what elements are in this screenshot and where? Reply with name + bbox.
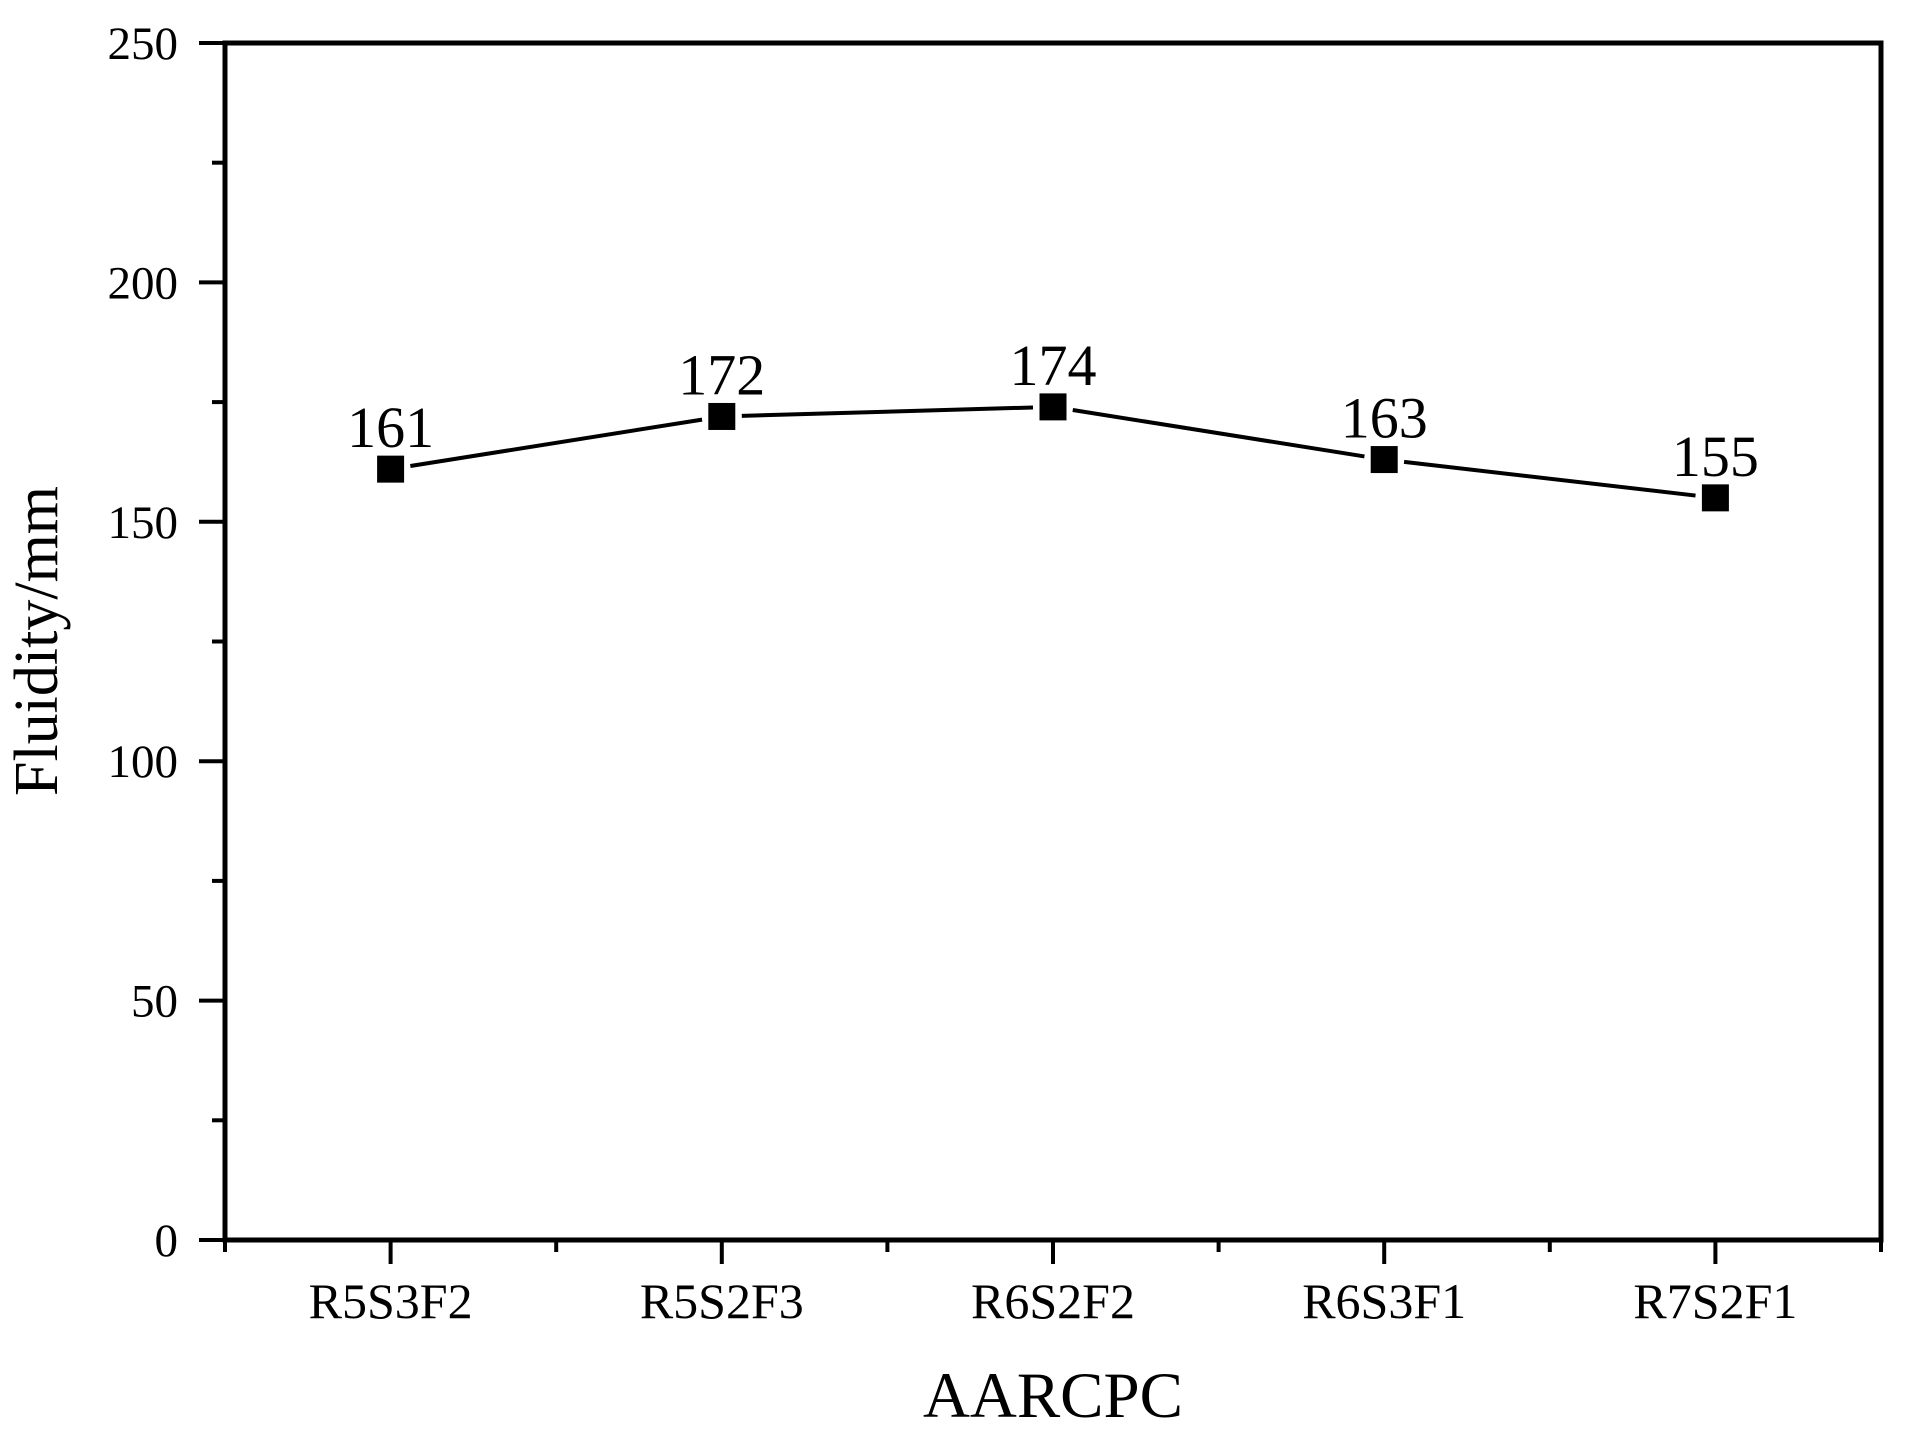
x-axis-title: AARCPC xyxy=(923,1360,1183,1432)
data-point-label: 172 xyxy=(678,342,765,407)
y-axis-ticks xyxy=(199,41,225,1242)
data-point-marker xyxy=(708,402,736,430)
data-series-markers xyxy=(377,393,1729,512)
series-line-segment xyxy=(741,405,1034,418)
data-point-label: 174 xyxy=(1010,333,1097,398)
y-tick-label: 150 xyxy=(108,497,179,549)
data-point-label: 163 xyxy=(1341,386,1428,451)
data-series-line xyxy=(410,405,1696,498)
y-tick-label: 0 xyxy=(155,1215,179,1267)
data-point-marker xyxy=(377,455,405,483)
x-category-label: R5S3F2 xyxy=(309,1273,473,1329)
data-point-marker xyxy=(1701,484,1729,512)
data-point-label: 155 xyxy=(1672,424,1759,489)
x-category-label: R5S2F3 xyxy=(640,1273,804,1329)
y-axis-tick-labels: 0 50 100 150 200 250 xyxy=(108,18,179,1267)
x-category-label: R6S2F2 xyxy=(971,1273,1135,1329)
x-category-label: R7S2F1 xyxy=(1633,1273,1797,1329)
data-point-labels: 161 172 174 163 155 xyxy=(347,333,1759,489)
x-axis-ticks xyxy=(223,1240,1883,1264)
y-tick-label: 250 xyxy=(108,18,179,70)
data-point-label: 161 xyxy=(347,395,434,460)
series-line-segment xyxy=(1072,408,1365,459)
y-axis-title: Fluidity/mm xyxy=(3,486,71,796)
x-axis-category-labels: R5S3F2 R5S2F3 R6S2F2 R6S3F1 R7S2F1 xyxy=(309,1273,1798,1329)
series-line-segment xyxy=(410,417,703,468)
data-point-marker xyxy=(1370,446,1398,474)
y-tick-label: 50 xyxy=(131,976,178,1028)
data-point-marker xyxy=(1039,393,1067,421)
plot-frame xyxy=(222,40,1884,1243)
y-tick-label: 100 xyxy=(108,736,179,788)
x-category-label: R6S3F1 xyxy=(1302,1273,1466,1329)
series-line-segment xyxy=(1403,459,1696,498)
y-tick-label: 200 xyxy=(108,257,179,309)
